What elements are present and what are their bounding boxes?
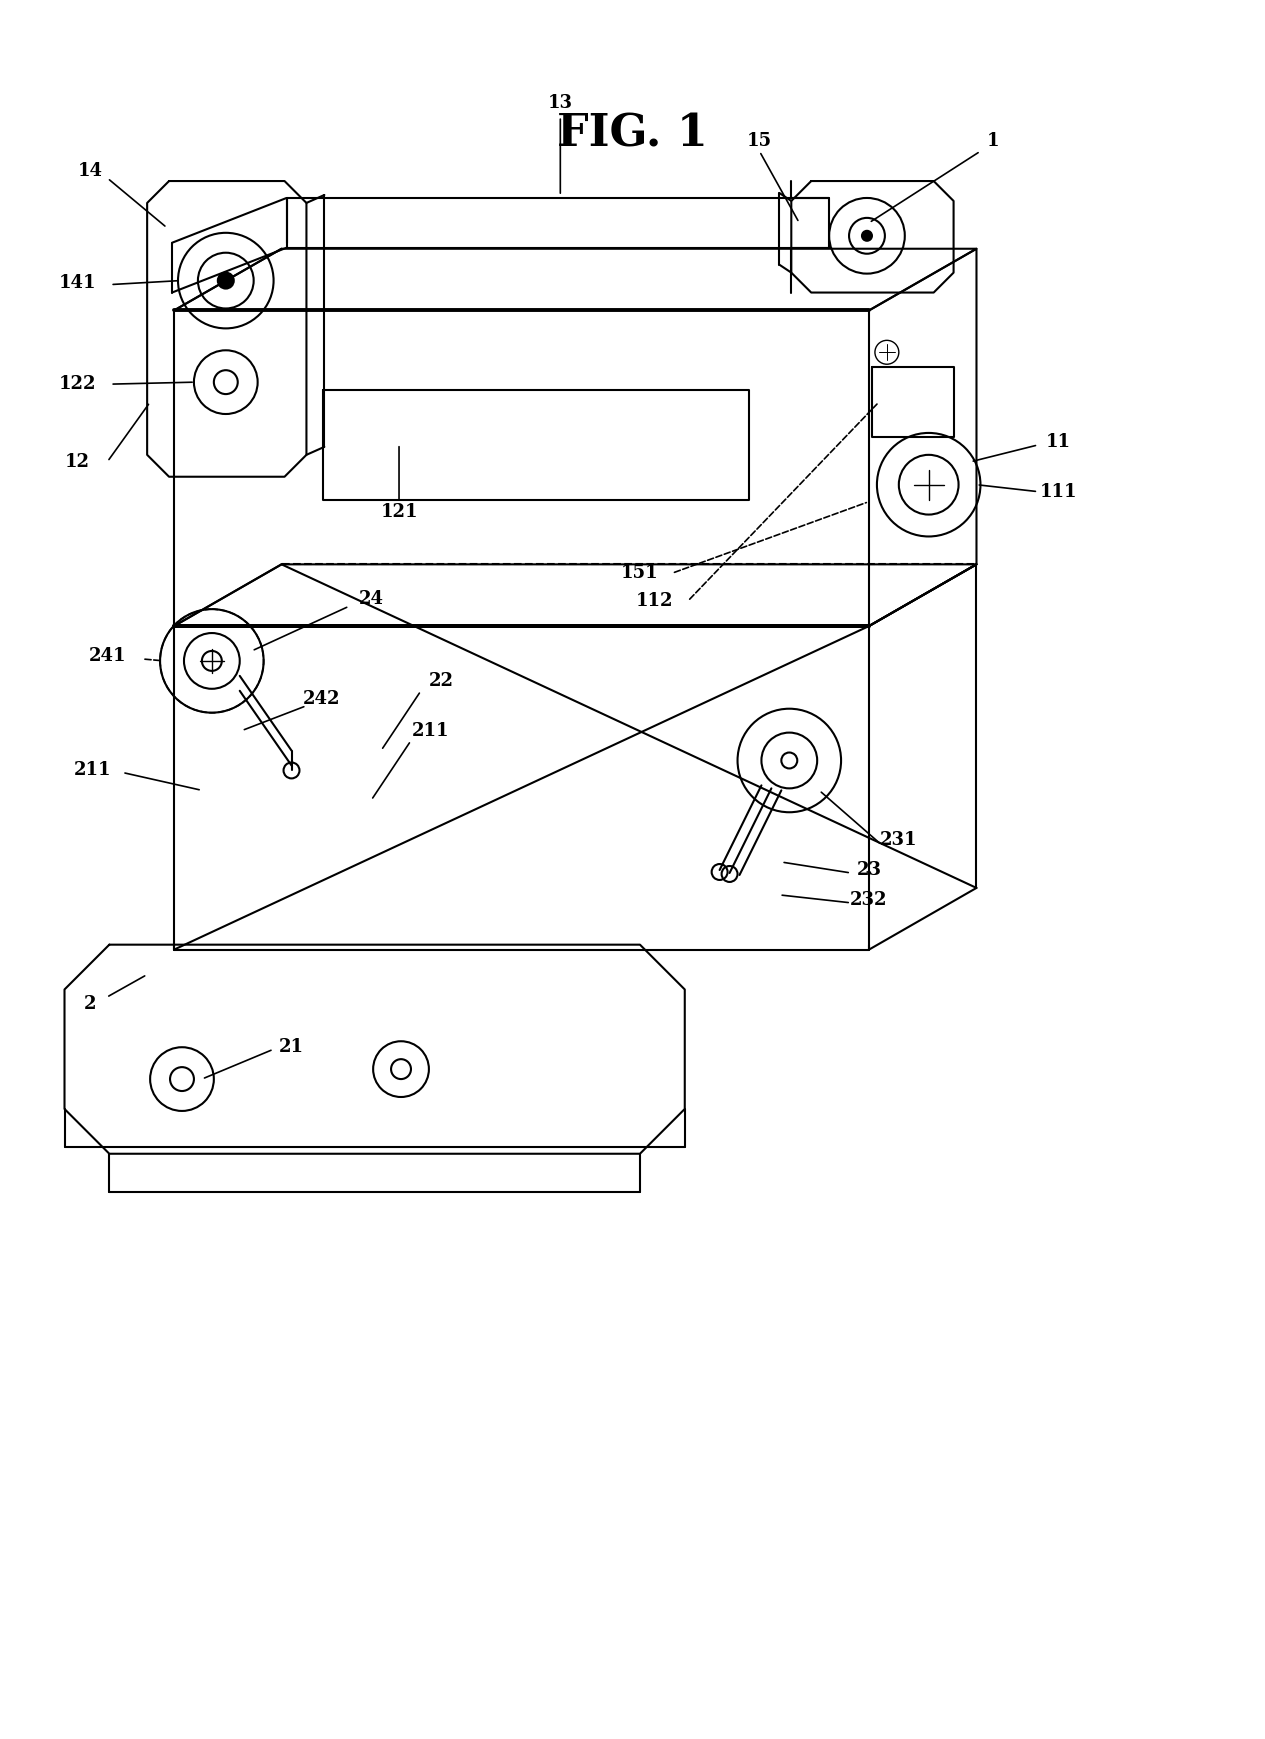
Text: FIG. 1: FIG. 1 bbox=[557, 113, 708, 155]
Text: 211: 211 bbox=[73, 762, 111, 779]
Text: 232: 232 bbox=[850, 890, 888, 909]
Text: 1: 1 bbox=[987, 132, 999, 150]
Circle shape bbox=[861, 231, 872, 240]
Text: 231: 231 bbox=[880, 831, 917, 849]
Text: 122: 122 bbox=[58, 376, 96, 393]
Text: 11: 11 bbox=[1046, 433, 1070, 450]
Text: 12: 12 bbox=[65, 452, 90, 471]
Circle shape bbox=[218, 273, 234, 289]
Text: 242: 242 bbox=[302, 690, 340, 708]
Text: 121: 121 bbox=[381, 503, 417, 520]
Text: 112: 112 bbox=[636, 593, 674, 610]
Text: 24: 24 bbox=[359, 590, 383, 609]
Text: 211: 211 bbox=[412, 722, 449, 739]
Text: 22: 22 bbox=[429, 671, 453, 690]
Text: 241: 241 bbox=[89, 647, 126, 664]
Text: 23: 23 bbox=[856, 861, 882, 878]
Text: 15: 15 bbox=[746, 132, 772, 150]
Text: 141: 141 bbox=[58, 273, 96, 292]
Text: 2: 2 bbox=[85, 995, 96, 1014]
Text: 14: 14 bbox=[78, 162, 102, 181]
Text: 21: 21 bbox=[280, 1038, 304, 1056]
Text: 13: 13 bbox=[548, 94, 573, 113]
Text: 111: 111 bbox=[1040, 483, 1077, 501]
Text: 151: 151 bbox=[621, 565, 659, 583]
